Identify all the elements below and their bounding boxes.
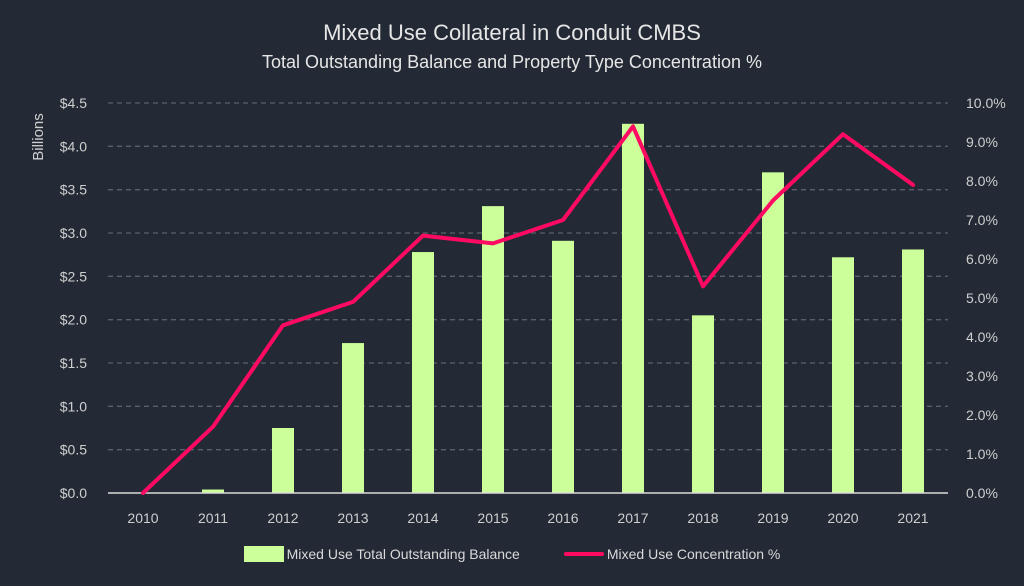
bar (482, 206, 504, 493)
x-tick-label: 2016 (547, 510, 578, 526)
y2-tick-label: 9.0% (966, 134, 998, 150)
bar (342, 343, 364, 493)
x-tick-label: 2014 (407, 510, 438, 526)
y-tick-label: $4.0 (60, 138, 87, 154)
y-tick-label: $1.5 (60, 355, 87, 371)
chart-subtitle: Total Outstanding Balance and Property T… (262, 52, 762, 72)
y-tick-label: $0.5 (60, 442, 87, 458)
y-tick-label: $4.5 (60, 95, 87, 111)
y2-tick-label: 3.0% (966, 368, 998, 384)
bar (202, 489, 224, 493)
x-tick-label: 2015 (477, 510, 508, 526)
concentration-line (141, 124, 915, 495)
x-tick-label: 2010 (127, 510, 158, 526)
y-tick-label: $3.0 (60, 225, 87, 241)
x-tick-label: 2017 (617, 510, 648, 526)
x-tick-label: 2013 (337, 510, 368, 526)
x-tick-label: 2011 (198, 510, 228, 526)
y2-tick-label: 4.0% (966, 329, 998, 345)
x-tick-label: 2021 (897, 510, 928, 526)
y-tick-label: $2.0 (60, 312, 87, 328)
y2-tick-label: 2.0% (966, 407, 998, 423)
y2-tick-label: 0.0% (966, 485, 998, 501)
y-tick-label: $2.5 (60, 268, 87, 284)
y2-tick-label: 5.0% (966, 290, 998, 306)
y2-tick-label: 8.0% (966, 173, 998, 189)
legend-item-balance: Mixed Use Total Outstanding Balance (243, 546, 520, 562)
y-tick-label: $3.5 (60, 182, 87, 198)
legend-label-balance: Mixed Use Total Outstanding Balance (286, 546, 520, 562)
bar (622, 123, 644, 494)
y-tick-label: $0.0 (60, 485, 87, 501)
bar (272, 428, 294, 493)
y2-tick-label: 10.0% (966, 95, 1006, 111)
x-tick-label: 2019 (757, 510, 788, 526)
legend-swatch-bar (243, 546, 284, 562)
legend-label-concentration: Mixed Use Concentration % (606, 546, 781, 562)
x-tick-label: 2020 (827, 510, 858, 526)
bar (832, 257, 854, 493)
y2-tick-label: 1.0% (966, 446, 998, 462)
y2-tick-label: 7.0% (966, 212, 998, 228)
y2-tick-label: 6.0% (966, 251, 998, 267)
legend-swatch-line (563, 552, 604, 556)
bar (412, 252, 434, 493)
legend: Mixed Use Total Outstanding Balance Mixe… (0, 546, 1024, 562)
x-tick-label: 2018 (687, 510, 718, 526)
bar (902, 249, 924, 493)
bar (692, 315, 714, 493)
legend-item-concentration: Mixed Use Concentration % (563, 546, 781, 562)
y-tick-label: $1.0 (60, 398, 87, 414)
chart-title: Mixed Use Collateral in Conduit CMBS (323, 20, 701, 45)
bar (552, 240, 574, 493)
y-axis-label: Billions (30, 113, 47, 161)
x-tick-label: 2012 (267, 510, 298, 526)
bar (762, 172, 784, 494)
